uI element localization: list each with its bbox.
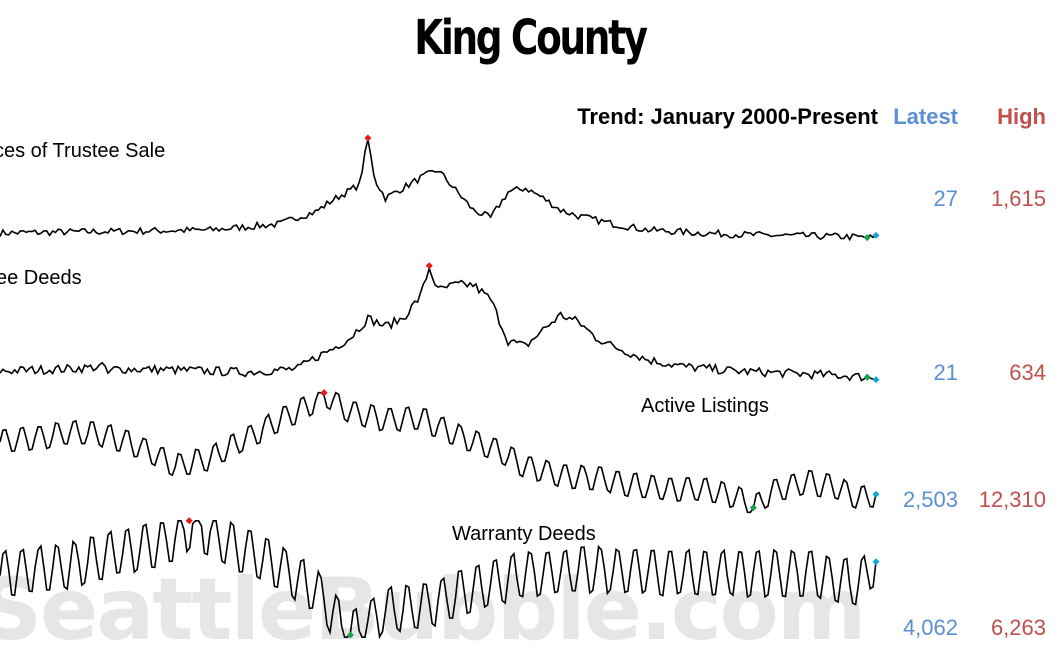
high-value-active-listings: 12,310 (978, 487, 1046, 512)
series-label-notices-of-trustee-sale: ces of Trustee Sale (0, 140, 166, 162)
series-line-3 (0, 519, 877, 640)
latest-value-trustee-deeds: 21 (933, 360, 958, 385)
latest-value-notices-of-trustee-sale: 27 (933, 186, 958, 211)
high-marker-1 (425, 262, 433, 270)
series-label-trustee-deeds: ee Deeds (0, 267, 82, 289)
high-marker-0 (364, 134, 372, 142)
latest-marker-3 (872, 558, 880, 566)
latest-value-active-listings: 2,503 (902, 487, 958, 512)
latest-column-header: Latest (893, 104, 958, 129)
high-marker-2 (320, 389, 328, 397)
latest-value-warranty-deeds: 4,062 (902, 615, 958, 640)
latest-marker-1 (872, 376, 880, 384)
high-value-warranty-deeds: 6,263 (990, 615, 1046, 640)
series-label-warranty-deeds: Warranty Deeds (452, 523, 596, 545)
high-marker-3 (185, 517, 193, 525)
trend-label: Trend: January 2000-Present (577, 104, 878, 129)
watermark: SeattleBubble.com (0, 560, 866, 660)
series-line-2 (0, 391, 877, 514)
series-line-0 (0, 139, 877, 242)
high-value-notices-of-trustee-sale: 1,615 (990, 186, 1046, 211)
chart-title: King County (414, 10, 648, 66)
latest-marker-2 (872, 490, 880, 498)
series-line-1 (0, 265, 877, 382)
low-marker-2 (749, 504, 757, 512)
high-value-trustee-deeds: 634 (1009, 360, 1046, 385)
low-marker-3 (346, 631, 354, 639)
low-marker-0 (863, 234, 871, 242)
high-column-header: High (997, 104, 1046, 129)
series-label-active-listings: Active Listings (641, 395, 769, 417)
low-marker-1 (863, 373, 871, 381)
latest-marker-0 (872, 231, 880, 239)
